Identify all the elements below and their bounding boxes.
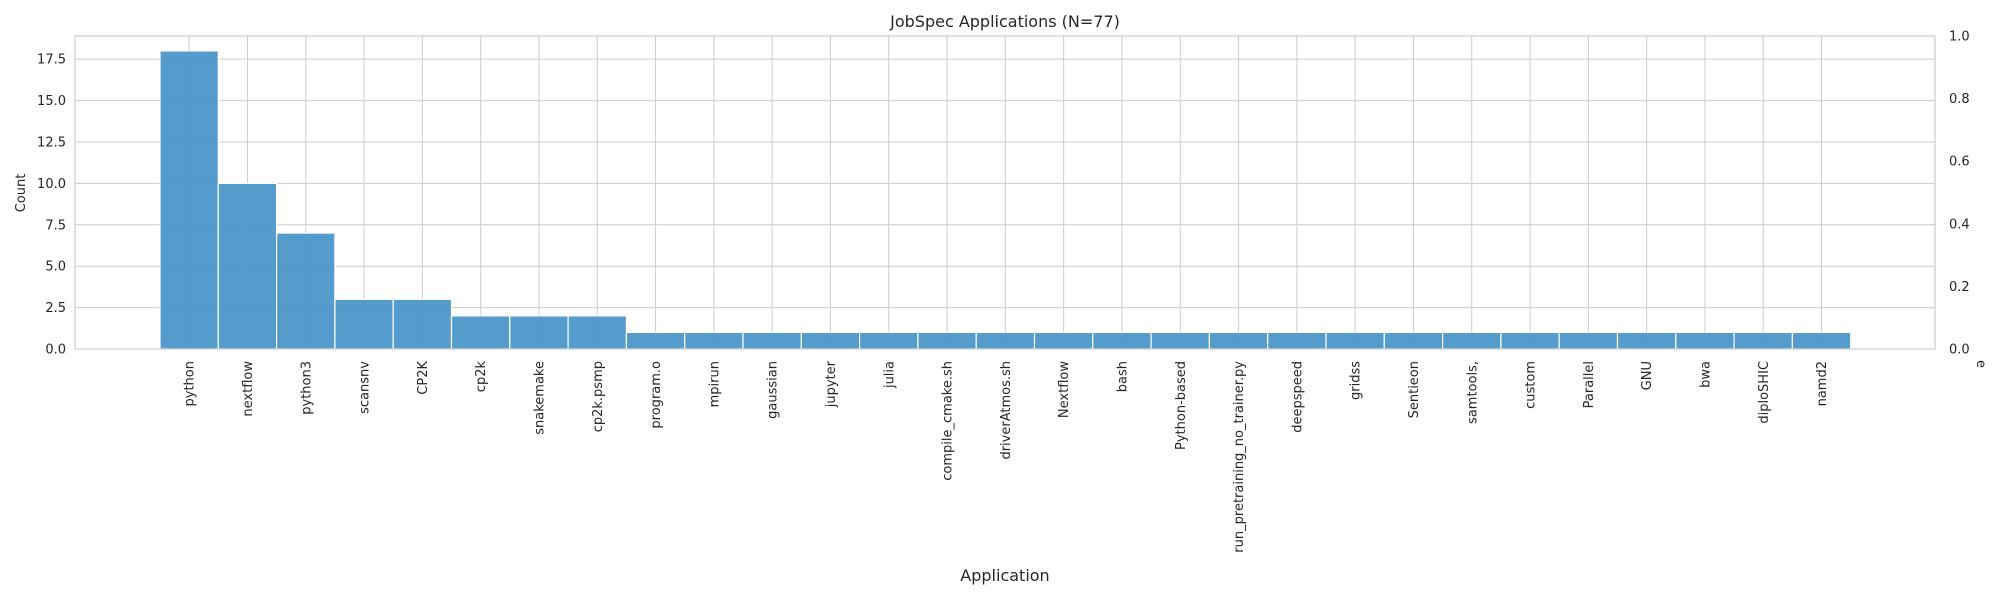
- bar-program.o: [625, 331, 686, 350]
- bar-cp2k: [450, 315, 511, 350]
- x-tick-label: bash: [1115, 361, 1130, 392]
- bar-run_pretraining_no_trainer.py: [1208, 331, 1269, 350]
- bars: [159, 50, 1852, 350]
- y-tick-label: 15.0: [37, 94, 66, 109]
- x-tick-label: gridss: [1349, 361, 1364, 400]
- y2-tick-label: 1.0: [1949, 30, 1970, 45]
- bar-cp2k.psmp: [567, 315, 627, 350]
- y-tick-label: 12.5: [37, 135, 66, 150]
- y-tick-label: 17.5: [37, 53, 66, 68]
- bar-Sentieon: [1383, 331, 1444, 350]
- bar-Python-based: [1150, 331, 1210, 350]
- y-tick-label: 10.0: [37, 177, 66, 192]
- y-tick-label: 5.0: [45, 260, 66, 275]
- x-tick-label: bwa: [1698, 361, 1713, 388]
- y2-tick-label: 0.8: [1949, 92, 1970, 107]
- y2-tick-label: 0.4: [1949, 217, 1970, 232]
- x-tick-label: program.o: [649, 361, 664, 429]
- y2-tick-label: 0.0: [1949, 343, 1970, 358]
- y-axis-ticks: 0.0 2.5 5.0 7.5 10.0 12.5 15.0 17.5: [37, 53, 66, 358]
- bar-bwa: [1675, 331, 1735, 350]
- x-tick-label: snakemake: [532, 361, 547, 435]
- x-tick-label: gaussian: [766, 361, 781, 419]
- x-tick-label: python: [183, 361, 198, 406]
- x-tick-label: cp2k.psmp: [591, 361, 606, 432]
- x-tick-label: Sentieon: [1407, 361, 1422, 418]
- bar-namd2: [1791, 331, 1852, 350]
- y-tick-label: 7.5: [45, 218, 66, 233]
- x-tick-label: jupyter: [824, 360, 839, 408]
- x-tick-label: Nextflow: [1057, 361, 1072, 418]
- x-tick-label: nextflow: [241, 361, 256, 417]
- x-tick-label: python3: [299, 361, 314, 415]
- x-tick-label: Python-based: [1174, 361, 1189, 450]
- bar-snakemake: [509, 315, 569, 350]
- plot-frame: [74, 35, 1936, 350]
- x-tick-label: cp2k: [474, 361, 489, 393]
- bar-CP2K: [392, 298, 453, 350]
- x-tick-label: namd2: [1815, 361, 1830, 406]
- x-axis-ticks: python nextflow python3 scansnv CP2K cp2k snak…: [183, 360, 1830, 552]
- y-tick-label: 2.5: [45, 301, 66, 316]
- bar-mpirun: [684, 331, 744, 350]
- y2-tick-label: 0.6: [1949, 155, 1970, 170]
- bar-bash: [1092, 331, 1152, 350]
- bar-Nextflow: [1033, 331, 1094, 350]
- x-axis-label: Application: [960, 566, 1049, 585]
- bar-python: [159, 50, 219, 350]
- x-tick-label: custom: [1524, 361, 1539, 409]
- y2-tick-label: 0.2: [1949, 280, 1970, 295]
- bar-julia: [858, 331, 919, 350]
- x-tick-label: GNU: [1640, 361, 1655, 390]
- x-tick-label: julia: [882, 361, 897, 389]
- bar-gaussian: [742, 331, 802, 350]
- y-axis-label: Count: [14, 174, 29, 213]
- bar-Parallel: [1558, 331, 1619, 350]
- bar-python3: [276, 232, 336, 350]
- bar-jupyter: [800, 331, 861, 350]
- x-tick-label: samtools,: [1465, 361, 1480, 424]
- bar-compile_cmake.sh: [917, 331, 977, 350]
- y2-corner-label: e: [1973, 360, 1988, 368]
- bar-driverAtmos.sh: [975, 331, 1036, 350]
- bar-gridss: [1325, 331, 1385, 350]
- chart-title: JobSpec Applications (N=77): [889, 12, 1120, 31]
- x-tick-label: CP2K: [416, 361, 431, 395]
- bar-samtools,: [1441, 331, 1502, 350]
- bar-scansnv: [334, 298, 394, 350]
- y2-axis-ticks: 0.0 0.2 0.4 0.6 0.8 1.0: [1949, 30, 1970, 358]
- bar-GNU: [1616, 331, 1677, 350]
- y-tick-label: 0.0: [45, 343, 66, 358]
- x-tick-label: Parallel: [1582, 361, 1597, 408]
- x-tick-label: scansnv: [358, 361, 373, 414]
- bar-nextflow: [217, 182, 278, 350]
- x-tick-label: driverAtmos.sh: [999, 361, 1014, 460]
- bar-deepspeed: [1267, 331, 1327, 350]
- x-tick-label: diploSHIC: [1757, 361, 1772, 424]
- x-tick-label: compile_cmake.sh: [941, 361, 956, 481]
- bar-diploSHIC: [1733, 331, 1793, 350]
- x-tick-label: run_pretraining_no_trainer.py: [1232, 361, 1247, 553]
- x-tick-label: deepspeed: [1290, 361, 1305, 433]
- x-tick-label: mpirun: [707, 361, 722, 407]
- bar-custom: [1500, 331, 1560, 350]
